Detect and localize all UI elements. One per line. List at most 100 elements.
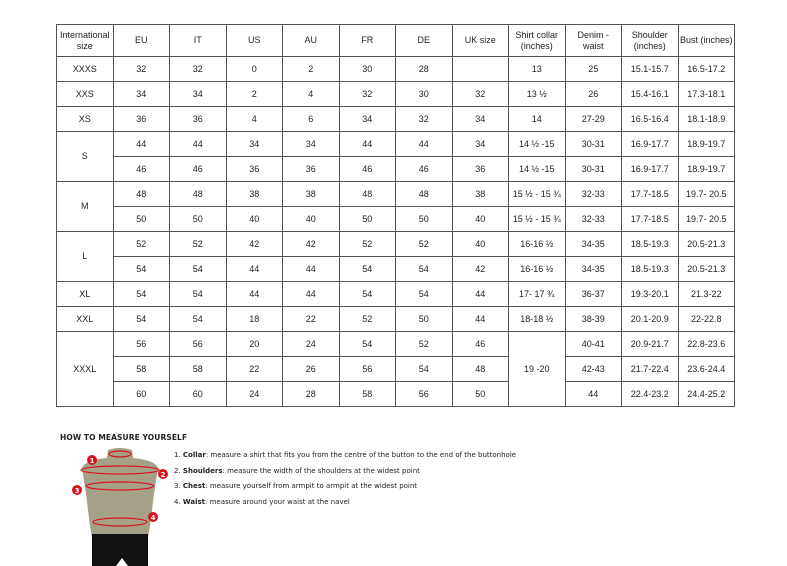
table-cell: 30-31 xyxy=(564,131,622,157)
table-cell: 54 xyxy=(112,281,170,307)
table-cell: 28 xyxy=(395,56,453,82)
measure-instructions: 1. Collar: measure a shirt that fits you… xyxy=(174,448,516,510)
table-row: XXL 54 54 18 22 52 50 44 18-18 ½ 38-39 20.1-20.9 22… xyxy=(56,306,735,332)
table-cell: 22 xyxy=(282,306,340,332)
table-row: 54 54 44 44 54 54 42 16-16 ½ 34-35 18.5-19.3 20.5-… xyxy=(57,256,735,282)
table-cell: 30 xyxy=(338,56,396,82)
table-cell: 19.7- 20.5 xyxy=(677,181,735,207)
table-cell: 17- 17 ¾ xyxy=(508,281,566,307)
marker-3: 3 xyxy=(75,487,80,495)
table-cell: 18 xyxy=(225,306,283,332)
table-cell: 13 xyxy=(508,56,566,82)
table-row: 46 46 36 36 46 46 36 14 ½ -15 30-31 16.9-17.7 18.9… xyxy=(57,156,735,182)
column-header: FR xyxy=(338,24,396,57)
table-cell: 17.3-18.1 xyxy=(677,81,735,107)
table-row: XS 36 36 4 6 34 32 34 14 27-29 16.5-16.4 18.1-18.9 xyxy=(56,106,735,132)
table-cell: 44 xyxy=(338,131,396,157)
table-cell: 36 xyxy=(282,156,340,182)
table-cell: 50 xyxy=(169,206,227,232)
measurement-figure: 1 2 3 4 xyxy=(72,448,168,566)
table-cell: 38-39 xyxy=(564,306,622,332)
table-cell: 16.5-17.2 xyxy=(677,56,735,82)
table-row: XXXS 32 32 0 2 30 28 13 25 15.1-15.7 16.5-17.2 xyxy=(56,56,735,82)
table-row: XXS 34 34 2 4 32 30 32 13 ½ 26 15.4-16.1 17.3-18.1 xyxy=(56,81,735,107)
marker-4: 4 xyxy=(151,514,156,522)
size-label: S xyxy=(56,131,114,182)
table-cell: 20.9-21.7 xyxy=(621,331,679,357)
table-cell: 44 xyxy=(564,381,622,407)
column-header: EU xyxy=(112,24,170,57)
table-cell: 34-35 xyxy=(564,256,622,282)
size-label: XXXS xyxy=(56,56,114,82)
table-cell: 54 xyxy=(112,306,170,332)
table-cell: 44 xyxy=(112,131,170,157)
table-cell: 18.1-18.9 xyxy=(677,106,735,132)
instruction-shoulders: 2. Shoulders: measure the width of the s… xyxy=(174,466,420,475)
marker-1: 1 xyxy=(90,457,95,465)
table-cell: 38 xyxy=(282,181,340,207)
table-cell: 20.5-21.3 xyxy=(677,256,735,282)
table-cell: 32 xyxy=(112,56,170,82)
table-cell: 4 xyxy=(225,106,283,132)
size-label: L xyxy=(56,231,114,282)
table-row: XXXL 56 56 20 24 54 52 46 19 -20 40-41 20.9-21.7 22… xyxy=(56,331,735,407)
table-cell: 22.4-23.2 xyxy=(621,381,679,407)
table-cell: 60 xyxy=(169,381,227,407)
table-row: M 48 48 38 38 48 48 38 15 ½ - 15 ¾ 32-33 17.7-18.5… xyxy=(56,181,735,232)
table-cell: 44 xyxy=(451,306,509,332)
table-cell: 42 xyxy=(225,231,283,257)
table-cell: 18.5-19.3 xyxy=(621,231,679,257)
table-cell: 32 xyxy=(338,81,396,107)
table-cell: 36 xyxy=(225,156,283,182)
table-cell: 38 xyxy=(225,181,283,207)
table-cell: 19 -20 xyxy=(508,331,566,407)
table-cell: 48 xyxy=(395,181,453,207)
instruction-collar: 1. Collar: measure a shirt that fits you… xyxy=(174,451,517,459)
table-cell: 42 xyxy=(451,256,509,282)
table-cell: 44 xyxy=(282,281,340,307)
table-cell: 2 xyxy=(225,81,283,107)
table-cell: 52 xyxy=(338,231,396,257)
table-cell: 19.7- 20.5 xyxy=(677,206,735,232)
table-cell: 32 xyxy=(451,81,509,107)
table-cell: 58 xyxy=(169,356,227,382)
table-cell: 44 xyxy=(225,281,283,307)
table-cell: 21.7-22.4 xyxy=(621,356,679,382)
table-cell: 54 xyxy=(169,281,227,307)
table-cell: 46 xyxy=(169,156,227,182)
table-cell: 34 xyxy=(282,131,340,157)
table-cell: 23.6-24.4 xyxy=(677,356,735,382)
table-cell: 36 xyxy=(451,156,509,182)
header-row: International size EU IT US AU FR DE UK size Shi… xyxy=(56,24,735,57)
table-cell: 48 xyxy=(169,181,227,207)
table-cell: 16.5-16.4 xyxy=(621,106,679,132)
table-cell: 54 xyxy=(338,331,396,357)
table-cell: 27-29 xyxy=(564,106,622,132)
table-cell: 60 xyxy=(112,381,170,407)
column-header: International size xyxy=(56,24,114,57)
size-label: XXS xyxy=(56,81,114,107)
table-cell: 56 xyxy=(169,331,227,357)
table-cell: 40 xyxy=(225,206,283,232)
size-label: XL xyxy=(56,281,114,307)
table-row: 58 58 22 26 56 54 48 42-43 21.7-22.4 23.6-24.4 xyxy=(57,356,735,382)
table-cell: 44 xyxy=(169,131,227,157)
table-cell: 34 xyxy=(451,106,509,132)
table-cell: 19.3-20.1 xyxy=(621,281,679,307)
table-cell: 40 xyxy=(282,206,340,232)
column-header: Shoulder (inches) xyxy=(621,24,679,57)
table-cell: 26 xyxy=(282,356,340,382)
table-row: XL 54 54 44 44 54 54 44 17- 17 ¾ 36-37 19.3-20.1 21… xyxy=(56,281,735,307)
table-cell: 56 xyxy=(395,381,453,407)
table-cell: 58 xyxy=(112,356,170,382)
table-row: S 44 44 34 34 44 44 34 14 ½ -15 30-31 16.9-17.7 18.… xyxy=(56,131,735,182)
table-cell: 15 ½ - 15 ¾ xyxy=(508,206,566,232)
table-cell: 54 xyxy=(395,256,453,282)
table-cell: 42 xyxy=(282,231,340,257)
table-cell: 54 xyxy=(395,356,453,382)
table-cell: 56 xyxy=(112,331,170,357)
table-cell: 32 xyxy=(169,56,227,82)
table-cell: 30-31 xyxy=(564,156,622,182)
table-cell: 30 xyxy=(395,81,453,107)
instruction-chest: 3. Chest: measure yourself from armpit t… xyxy=(174,482,418,490)
